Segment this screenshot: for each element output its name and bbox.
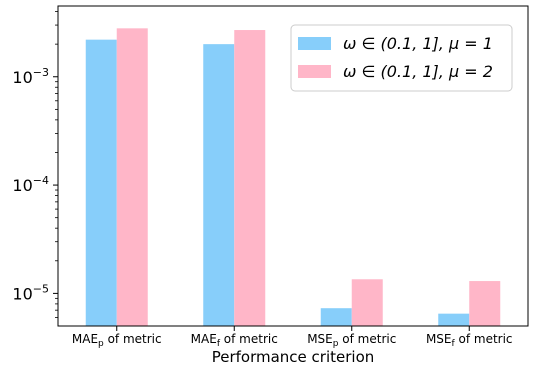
- x-tick-label-4: MSEf of metric: [426, 332, 513, 349]
- bar-series-1-category-1: [85, 39, 117, 327]
- bar-series-2-category-2: [234, 30, 266, 326]
- legend-box: [290, 24, 513, 92]
- bar-series-1-category-4: [438, 313, 470, 326]
- bar-series-2-category-1: [116, 28, 148, 326]
- x-tick-label-1: MAEp of metric: [72, 332, 162, 349]
- y-tick-label-2: 10−4: [12, 174, 49, 195]
- x-tick-label-3: MSEp of metric: [307, 332, 396, 349]
- y-tick-label-3: 10−3: [12, 66, 49, 87]
- legend-swatch-2: [298, 65, 331, 78]
- plot-frame: [57, 5, 529, 327]
- bar-series-2-category-4: [469, 281, 501, 326]
- y-tick-label-1: 10−5: [12, 282, 49, 303]
- x-axis-label: Performance criterion: [212, 348, 375, 366]
- legend-label-2: ω ∈ (0.1, 1], μ = 2: [343, 62, 493, 81]
- legend-label-1: ω ∈ (0.1, 1], μ = 1: [343, 34, 493, 53]
- x-tick-label-2: MAEf of metric: [191, 332, 278, 349]
- legend-swatch-1: [298, 37, 331, 50]
- y-axis: 10−5 10−4 10−3: [12, 11, 58, 318]
- legend: ω ∈ (0.1, 1], μ = 1 ω ∈ (0.1, 1], μ = 2: [290, 24, 513, 92]
- bar-series-1-category-3: [320, 308, 352, 326]
- x-axis: MAEp of metric MAEf of metric MSEp of metr…: [72, 326, 513, 349]
- bar-series-2-category-3: [351, 279, 383, 326]
- bar-series-1-category-2: [203, 44, 235, 327]
- bars-layer: [85, 28, 501, 327]
